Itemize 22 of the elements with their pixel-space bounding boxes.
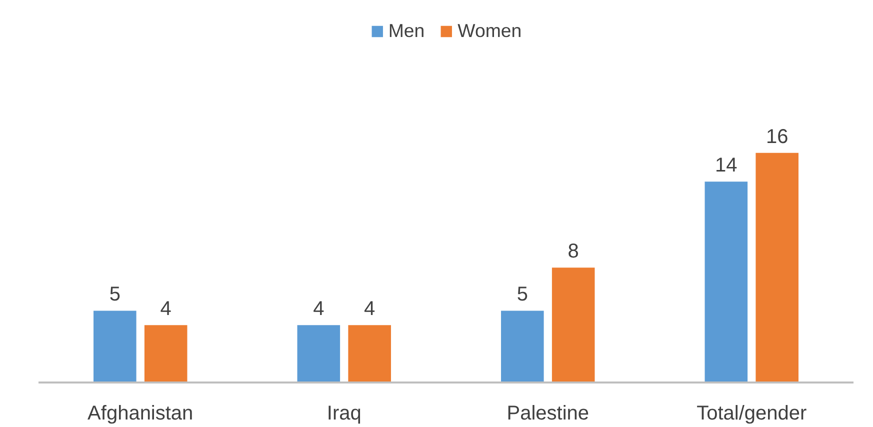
data-label: 4 xyxy=(160,298,172,320)
data-label: 16 xyxy=(766,126,788,148)
x-tick-label: Afghanistan xyxy=(88,402,194,424)
bar xyxy=(756,152,798,382)
bar xyxy=(144,325,188,382)
data-label: 14 xyxy=(715,154,738,177)
bar xyxy=(552,268,595,382)
data-label: 5 xyxy=(109,284,120,306)
bar xyxy=(501,310,544,382)
bar xyxy=(297,325,340,382)
data-label: 4 xyxy=(364,298,376,320)
x-tick-label: Total/gender xyxy=(696,402,808,424)
data-label: 5 xyxy=(516,284,528,306)
bar xyxy=(348,325,391,382)
x-tick-label: Iraq xyxy=(326,402,362,424)
legend-label: Men xyxy=(388,20,425,42)
bar xyxy=(94,310,136,382)
x-tick-label: Palestine xyxy=(506,402,590,424)
legend-label: Women xyxy=(458,20,522,42)
data-label: 4 xyxy=(313,298,324,320)
bar xyxy=(704,182,748,382)
data-label: 8 xyxy=(568,240,579,263)
